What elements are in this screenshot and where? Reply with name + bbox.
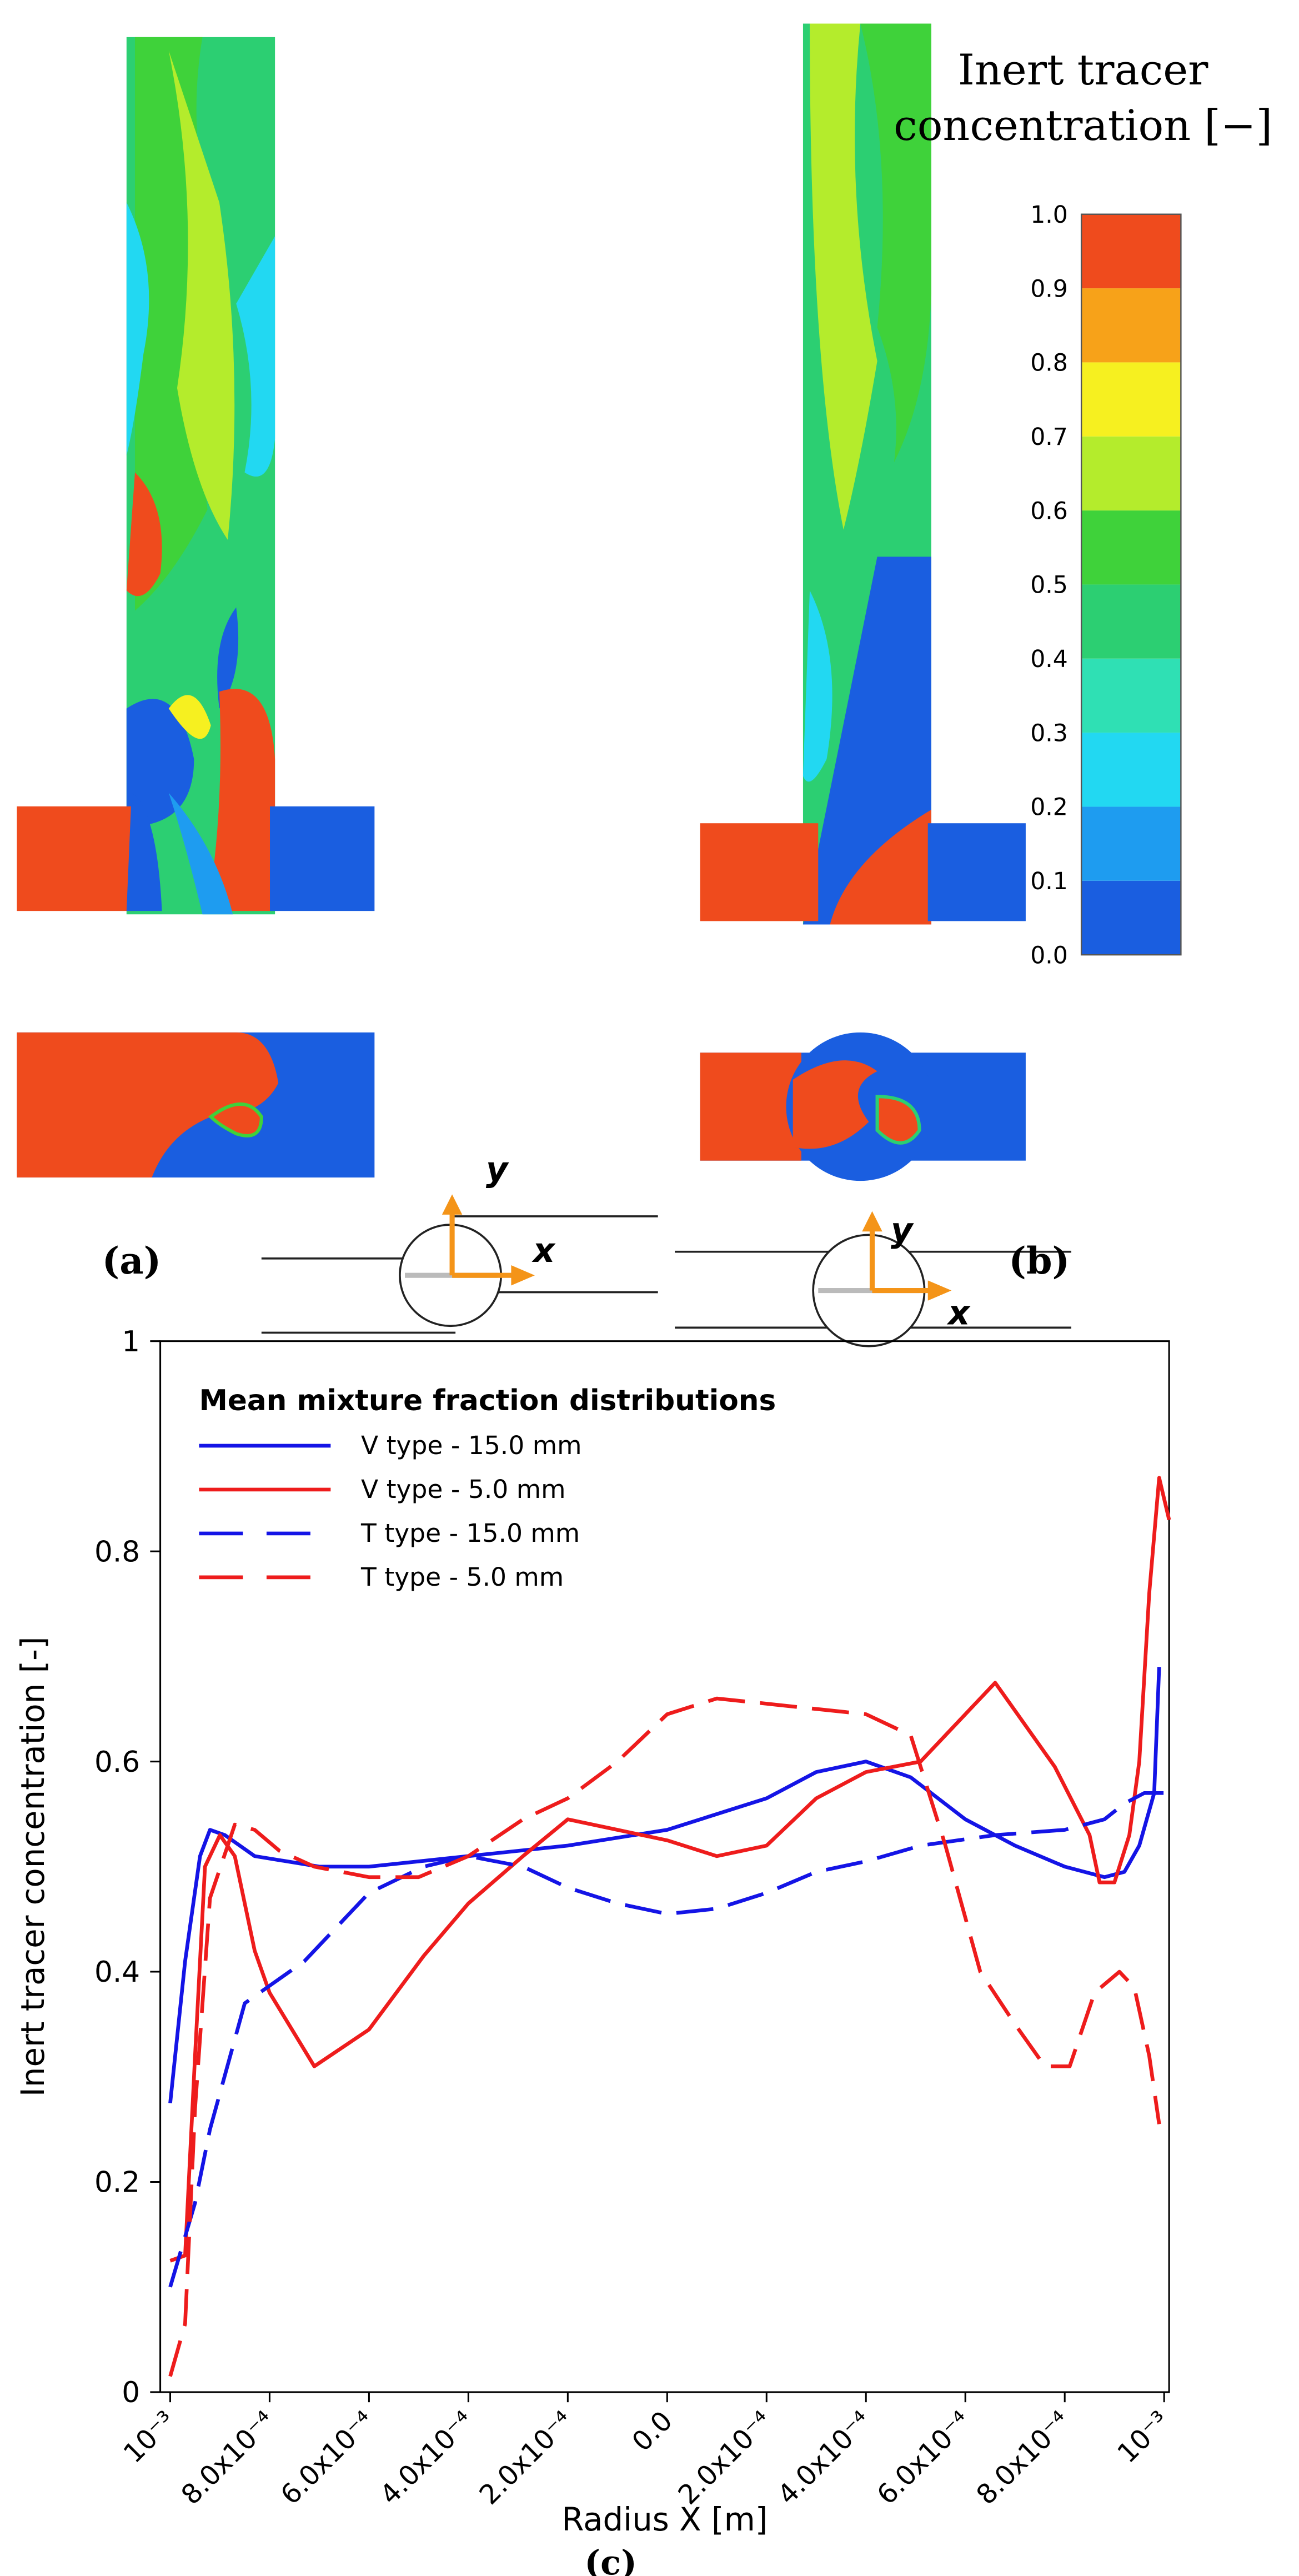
colorbar-band — [1081, 214, 1181, 289]
colorbar-tick-label: 0.0 — [1030, 942, 1068, 969]
x-tick-label: 6.0x10⁻⁴ — [275, 2405, 380, 2510]
y-tick-label: 0.6 — [94, 1746, 140, 1779]
panel-label: (b) — [1009, 1239, 1070, 1282]
contour-a-side — [17, 37, 375, 915]
colorbar-band — [1081, 362, 1181, 437]
colorbar-band — [1081, 880, 1181, 955]
colorbar-tick-label: 0.6 — [1030, 498, 1068, 525]
colorbar-tick-label: 0.8 — [1030, 350, 1068, 377]
colorbar-title: Inert tracer — [958, 46, 1208, 94]
annotation: x — [946, 1294, 971, 1332]
colorbar-tick-label: 0.7 — [1030, 424, 1068, 451]
colorbar-frame — [1080, 213, 1182, 956]
annotation: x — [531, 1231, 556, 1270]
legend-label: V type - 5.0 mm — [361, 1475, 565, 1504]
x-tick-label: 10⁻³ — [118, 2405, 182, 2469]
colorbar-tick-label: 0.1 — [1030, 868, 1068, 895]
inset-diagrams — [261, 1194, 1071, 1347]
contour-b-top — [700, 1032, 1026, 1181]
colorbar-title: concentration [−] — [894, 101, 1272, 150]
y-tick-label: 0 — [122, 2376, 140, 2409]
annotation: y — [891, 1211, 914, 1250]
colorbar-band — [1081, 584, 1181, 659]
colorbar-band — [1081, 510, 1181, 585]
y-axis-label: Inert tracer concentration [-] — [14, 1637, 52, 2097]
x-tick-label: 2.0x10⁻⁴ — [673, 2405, 778, 2510]
x-tick-label: 0.0 — [626, 2405, 679, 2457]
colorbar-band — [1081, 436, 1181, 511]
series-line — [169, 1476, 1171, 2263]
colorbar-band — [1081, 806, 1181, 881]
colorbar-band — [1081, 658, 1181, 733]
plot-frame — [159, 1340, 1170, 2393]
x-tick-label: 4.0x10⁻⁴ — [374, 2405, 480, 2510]
x-tick-label: 2.0x10⁻⁴ — [474, 2405, 579, 2510]
legend-label: V type - 15.0 mm — [361, 1431, 581, 1460]
contour-a-top — [17, 1032, 375, 1178]
contour-b-side — [700, 23, 1026, 925]
y-tick-label: 1 — [122, 1325, 140, 1359]
y-tick-label: 0.2 — [94, 2166, 140, 2199]
colorbar-band — [1081, 733, 1181, 807]
x-tick-label: 8.0x10⁻⁴ — [175, 2405, 281, 2510]
legend-title: Mean mixture fraction distributions — [199, 1384, 776, 1417]
series-line — [168, 1667, 1161, 2103]
colorbar-tick-label: 0.9 — [1030, 275, 1068, 303]
x-tick-label: 10⁻³ — [1112, 2405, 1176, 2469]
x-axis-label: Radius X [m] — [561, 2500, 768, 2538]
colorbar-band — [1081, 288, 1181, 363]
colorbar-tick-label: 0.4 — [1030, 646, 1068, 673]
series-line — [168, 1696, 1161, 2377]
colorbar-tick-label: 0.5 — [1030, 572, 1068, 599]
x-tick-label: 4.0x10⁻⁴ — [772, 2405, 877, 2510]
panel-label: (a) — [102, 1239, 162, 1282]
legend-label: T type - 15.0 mm — [360, 1518, 580, 1548]
colorbar-tick-label: 0.2 — [1030, 794, 1068, 821]
panel-label: (c) — [584, 2543, 636, 2576]
annotation: y — [486, 1150, 509, 1189]
series-line — [168, 1791, 1165, 2288]
y-tick-label: 0.8 — [94, 1535, 140, 1568]
x-tick-label: 6.0x10⁻⁴ — [871, 2405, 977, 2510]
colorbar-tick-label: 0.3 — [1030, 720, 1068, 747]
colorbar-tick-label: 1.0 — [1030, 202, 1068, 229]
x-tick-label: 8.0x10⁻⁴ — [971, 2405, 1076, 2510]
y-tick-label: 0.4 — [94, 1956, 140, 1989]
legend-label: T type - 5.0 mm — [360, 1562, 564, 1592]
